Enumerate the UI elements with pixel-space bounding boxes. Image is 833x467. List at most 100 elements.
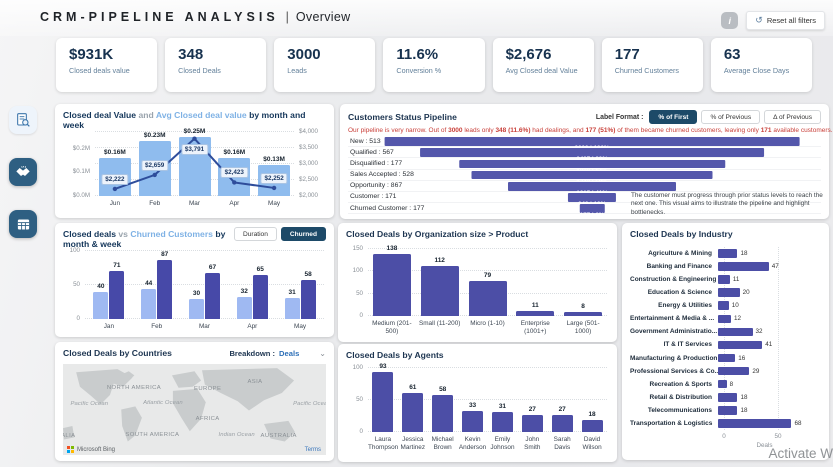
deals-vs-churned-chart: 0 50 100 40 71 Jan 44 87 Feb 30 67 Mar 32 65 Apr 31 58 Ma… [70,247,324,330]
line-point[interactable] [192,136,197,141]
bar[interactable] [462,410,484,432]
industry-label: Transportation & Logistics [630,419,713,427]
bar[interactable] [93,291,109,319]
map-label: ALIA [63,432,76,439]
bar[interactable] [252,274,268,319]
funnel-bar[interactable]: 1215 | 41% [508,181,677,197]
reset-filters-button[interactable]: ↺ Reset all filters [746,11,825,30]
insight-segment: available customers. [771,127,833,134]
bar[interactable] [141,289,157,319]
label-format-delta-of-previous-button[interactable]: Δ of Previous [764,110,821,124]
axis-tick-label: $2,000 [299,192,318,199]
bar[interactable] [718,366,750,376]
bar-value-label: 32 [755,328,763,336]
bar-value-label: 58 [304,270,312,278]
bar[interactable] [189,298,204,319]
duration-toggle-button[interactable]: Duration [233,227,277,241]
line-series [112,136,277,192]
bar[interactable] [491,412,513,432]
churned-toggle-button[interactable]: Churned [280,227,326,241]
category-label: Emily Johnson [490,436,515,451]
line-point[interactable] [152,172,157,178]
bar[interactable] [205,273,220,319]
industry-row: Transportation & Logistics 68 [630,417,821,430]
bar[interactable] [521,414,543,432]
title-segment: Churned Customers [130,229,213,239]
industry-row: Telecommunications 18 [630,404,821,417]
funnel-bar[interactable]: 177 | 6% [579,204,605,219]
bar[interactable] [718,392,738,402]
industry-label: Construction & Engineering [630,276,717,284]
funnel-row: New : 5133000 | 100% [348,136,821,152]
funnel-bar[interactable]: 2487 | 83% [420,148,764,163]
bar[interactable] [718,301,729,311]
map-label: Pacific Ocean [70,401,109,408]
bar-value-label: 8 [581,303,585,311]
chevron-down-icon: ⌄ [319,348,326,358]
combo-chart: $2,000 $2,500 $3,000 $3,500 $4,000 $0.0M $0.1M… [73,128,318,207]
bar[interactable] [718,419,792,428]
funnel-bar[interactable]: 3000 | 100% [384,137,800,152]
bar[interactable] [157,259,173,319]
bar[interactable] [718,262,769,271]
funnel-bar[interactable]: 1920 | 64% [459,159,725,175]
line-point[interactable] [112,186,118,192]
bar-value-label: 32 [240,288,248,296]
map-label: Pacific Ocea [293,401,326,408]
bar-value-label: 27 [528,405,536,413]
panel-title-pipeline: Customers Status Pipeline [348,112,457,122]
world-map[interactable]: NORTH AMERICA EUROPE ASIA AFRICA SOUTH AMERI… [63,364,326,455]
bar[interactable] [718,288,740,298]
nav-deals-page-button[interactable] [9,158,37,186]
bar[interactable] [551,414,573,432]
nav-table-page-button[interactable] [9,210,37,238]
bar[interactable] [516,311,555,316]
industry-row: Recreation & Sports 8 [630,378,821,391]
funnel-bar[interactable]: 1743 | 58% [471,170,713,186]
line-point[interactable] [232,180,237,185]
industry-label: Education & Science [647,289,712,297]
industry-label: Telecommunications [647,406,712,414]
bar[interactable] [236,297,252,319]
label-format-percent-of-previous-button[interactable]: % of Previous [701,110,761,124]
bar[interactable] [420,265,459,316]
bar[interactable] [468,280,507,316]
bar[interactable] [284,297,300,319]
bar[interactable] [718,249,738,258]
axis-tick-label: $0.2M [72,144,90,152]
bar[interactable] [402,392,424,432]
bar[interactable] [109,270,125,319]
category-label: David Wilson [582,436,602,451]
info-button[interactable]: i [721,12,739,29]
bar-value-label: 8 [729,380,734,388]
funnel-bar[interactable]: 348 | 12% [568,193,617,208]
panel-deals-vs-churned: Closed deals vs Churned Customers by mon… [55,223,334,337]
bar[interactable] [718,340,763,350]
bar[interactable] [718,379,727,389]
activation-watermark: Activate W [768,446,833,461]
bar[interactable] [718,353,736,363]
nav-report-page-button[interactable] [9,106,37,134]
bar[interactable] [718,405,738,415]
bar[interactable] [564,312,603,316]
panel-title-agents: Closed Deals by Agents [346,350,444,360]
breakdown-dropdown[interactable]: Breakdown : Deals ⌄ [229,349,326,358]
bar[interactable] [372,372,394,432]
attribution-text: Microsoft Bing [77,446,116,453]
line-point[interactable] [271,185,277,191]
line-value-chip: $3,791 [180,143,209,155]
title-segment: Closed deals [63,229,117,239]
bar[interactable] [718,327,753,337]
industry-row: Professional Services & Co... 29 [630,365,821,378]
bar[interactable] [718,275,730,284]
bar[interactable] [718,314,731,324]
bar[interactable] [300,279,316,319]
industry-row: Entertainment & Media & ... 12 [630,312,821,325]
bar[interactable] [432,394,454,432]
bar[interactable] [581,420,603,432]
label-format-percent-of-first-button[interactable]: % of First [649,110,698,124]
bar[interactable] [372,254,411,316]
kpi-value: 348 [178,46,204,63]
terms-link[interactable]: Terms [304,447,321,453]
